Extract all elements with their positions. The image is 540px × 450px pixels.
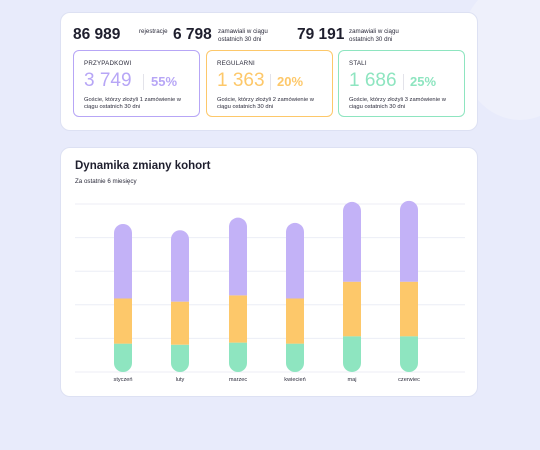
bar-segment-bottom (114, 343, 132, 372)
bar-segment-top (229, 217, 247, 296)
x-tick-label: styczeń (114, 377, 133, 383)
segment-count: 1 686 (349, 70, 397, 91)
bar-segment-middle (114, 298, 132, 344)
cohort-dynamics-card: Dynamika zmiany kohort Za ostatnie 6 mie… (60, 147, 478, 397)
stat-value: 6 798 (173, 26, 212, 43)
stat-label: rejestracje (139, 28, 168, 35)
segment-count: 1 363 (217, 70, 265, 91)
bar-segment-bottom (229, 342, 247, 372)
x-tick-label: luty (176, 377, 185, 383)
bar-segment-top (114, 223, 132, 299)
bar-segment-top (400, 200, 418, 282)
bar-segment-top (171, 230, 189, 302)
segment-title: STALI (349, 60, 367, 67)
segment-percent: 25% (410, 74, 437, 89)
segment-divider (143, 74, 144, 90)
segment-title: REGULARNI (217, 60, 255, 67)
segment-divider (403, 74, 404, 90)
segment-description: Goście, którzy złożyli 2 zamówienie w ci… (217, 97, 314, 110)
bar-segment-bottom (171, 344, 189, 372)
segment-card-regular[interactable]: REGULARNI 1 363 20% Goście, którzy złoży… (206, 50, 333, 117)
segment-card-occasional[interactable]: PRZYPADKOWI 3 749 55% Goście, którzy zło… (73, 50, 200, 117)
segment-percent: 55% (151, 74, 178, 89)
bar-segment-middle (400, 281, 418, 337)
segment-description: Goście, którzy złożyli 3 zamówienie w ci… (349, 97, 446, 110)
segment-title: PRZYPADKOWI (84, 60, 132, 67)
segment-count: 3 749 (84, 70, 132, 91)
bar-segment-bottom (286, 343, 304, 372)
stat-value: 79 191 (297, 26, 345, 43)
stat-label: zamawiali w ciągu ostatnich 30 dni (349, 28, 399, 43)
stat-label: zamawiali w ciągu ostatnich 30 dni (218, 28, 268, 43)
segment-description: Goście, którzy złożyli 1 zamówienie w ci… (84, 97, 181, 110)
bar-segment-top (286, 222, 304, 299)
bar-segment-middle (286, 298, 304, 344)
segment-percent: 20% (277, 74, 304, 89)
stat-value: 86 989 (73, 26, 121, 43)
x-tick-label: marzec (229, 377, 248, 383)
bar-segment-middle (171, 301, 189, 345)
segment-divider (270, 74, 271, 90)
x-tick-label: maj (347, 377, 356, 383)
x-tick-label: kwiecień (284, 377, 305, 383)
bar-segment-bottom (343, 336, 361, 372)
chart-subtitle: Za ostatnie 6 miesięcy (75, 178, 137, 185)
cohort-summary-card: 86 989 rejestracje 6 798 zamawiali w cią… (60, 12, 478, 131)
x-tick-label: czerwiec (398, 377, 420, 383)
bar-segment-bottom (400, 336, 418, 372)
bar-segment-middle (229, 295, 247, 343)
bar-segment-middle (343, 281, 361, 337)
bar-segment-top (343, 201, 361, 282)
cohort-bar-chart: styczeń luty marzec kwiecień maj czerwiec (75, 200, 465, 383)
segment-card-loyal[interactable]: STALI 1 686 25% Goście, którzy złożyli 3… (338, 50, 465, 117)
chart-title: Dynamika zmiany kohort (75, 160, 211, 172)
